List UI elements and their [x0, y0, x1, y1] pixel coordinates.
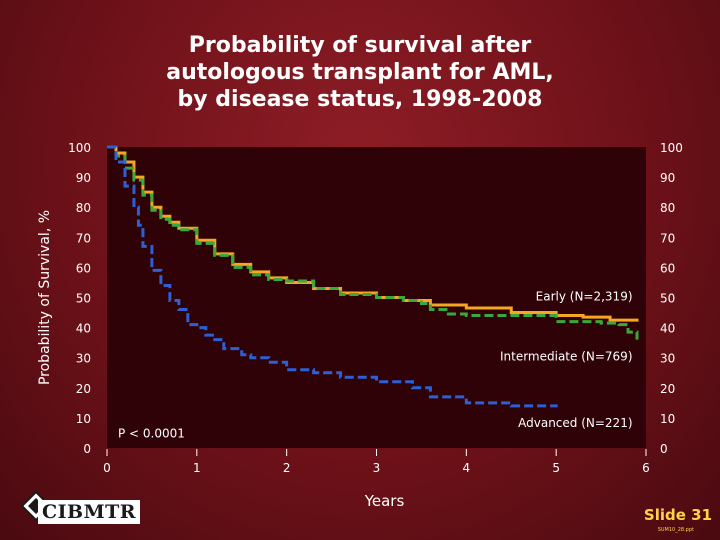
- y-tick-label-right: 70: [660, 231, 675, 245]
- x-tick-label: 1: [193, 461, 201, 475]
- slide-number: Slide 31: [643, 506, 712, 524]
- y-tick-label-left: 70: [76, 231, 91, 245]
- y-tick-label-right: 0: [660, 442, 668, 456]
- title-line-1: Probability of survival after: [188, 33, 532, 58]
- series-line-advanced: [107, 145, 558, 408]
- series-line-early: [107, 145, 639, 322]
- y-tick-label-right: 10: [660, 412, 675, 426]
- chart-title: Probability of survival after autologous…: [60, 32, 660, 113]
- y-tick-label-left: 10: [76, 412, 91, 426]
- y-tick-label-right: 60: [660, 261, 675, 275]
- y-tick-label-right: 40: [660, 322, 675, 336]
- y-tick-label-left: 80: [76, 201, 91, 215]
- series-labels: Early (N=2,319) Intermediate (N=769) Advan…: [500, 290, 633, 430]
- logo-text: CIBMTR: [38, 500, 141, 524]
- y-tick-label-right: 30: [660, 352, 675, 366]
- y-axis-label: Probability of Survival, %: [37, 210, 53, 385]
- p-value-label: P < 0.0001: [118, 426, 185, 440]
- y-tick-label-left: 90: [76, 171, 91, 185]
- y-tick-label-left: 30: [76, 352, 91, 366]
- x-tick-label: 6: [642, 461, 650, 475]
- title-line-2: autologous transplant for AML,: [166, 60, 554, 85]
- x-tick-label: 0: [103, 461, 111, 475]
- series-label: Early (N=2,319): [536, 290, 633, 304]
- y-tick-label-right: 50: [660, 292, 675, 306]
- series-layer: [107, 145, 639, 408]
- x-tick-label: 4: [463, 461, 471, 475]
- x-tick-label: 5: [552, 461, 560, 475]
- title-line-3: by disease status, 1998-2008: [177, 87, 543, 112]
- y-tick-label-right: 20: [660, 382, 675, 396]
- y-tick-label-left: 60: [76, 261, 91, 275]
- slide-code: SUM10_28.ppt: [657, 527, 694, 533]
- x-ticks: 0 1 2 3 4 5 6: [103, 449, 650, 475]
- y-tick-label-left: 40: [76, 322, 91, 336]
- y-tick-label-left: 50: [76, 292, 91, 306]
- y-tick-label-right: 100: [660, 141, 683, 155]
- y-tick-label-left: 20: [76, 382, 91, 396]
- series-label: Intermediate (N=769): [500, 350, 633, 364]
- series-label: Advanced (N=221): [518, 416, 632, 430]
- y-tick-label-right: 90: [660, 171, 675, 185]
- y-tick-label-left: 100: [68, 141, 91, 155]
- x-axis-label: Years: [364, 492, 405, 510]
- x-tick-label: 2: [283, 461, 291, 475]
- series-line-intermediate: [107, 145, 639, 340]
- y-tick-label-right: 80: [660, 201, 675, 215]
- y-tick-label-left: 0: [83, 442, 91, 456]
- y-ticks-left: 0 10 20 30 40 50 60 70 80 90 100: [68, 141, 91, 456]
- x-tick-label: 3: [373, 461, 381, 475]
- y-ticks-right: 0 10 20 30 40 50 60 70 80 90 100: [660, 141, 683, 456]
